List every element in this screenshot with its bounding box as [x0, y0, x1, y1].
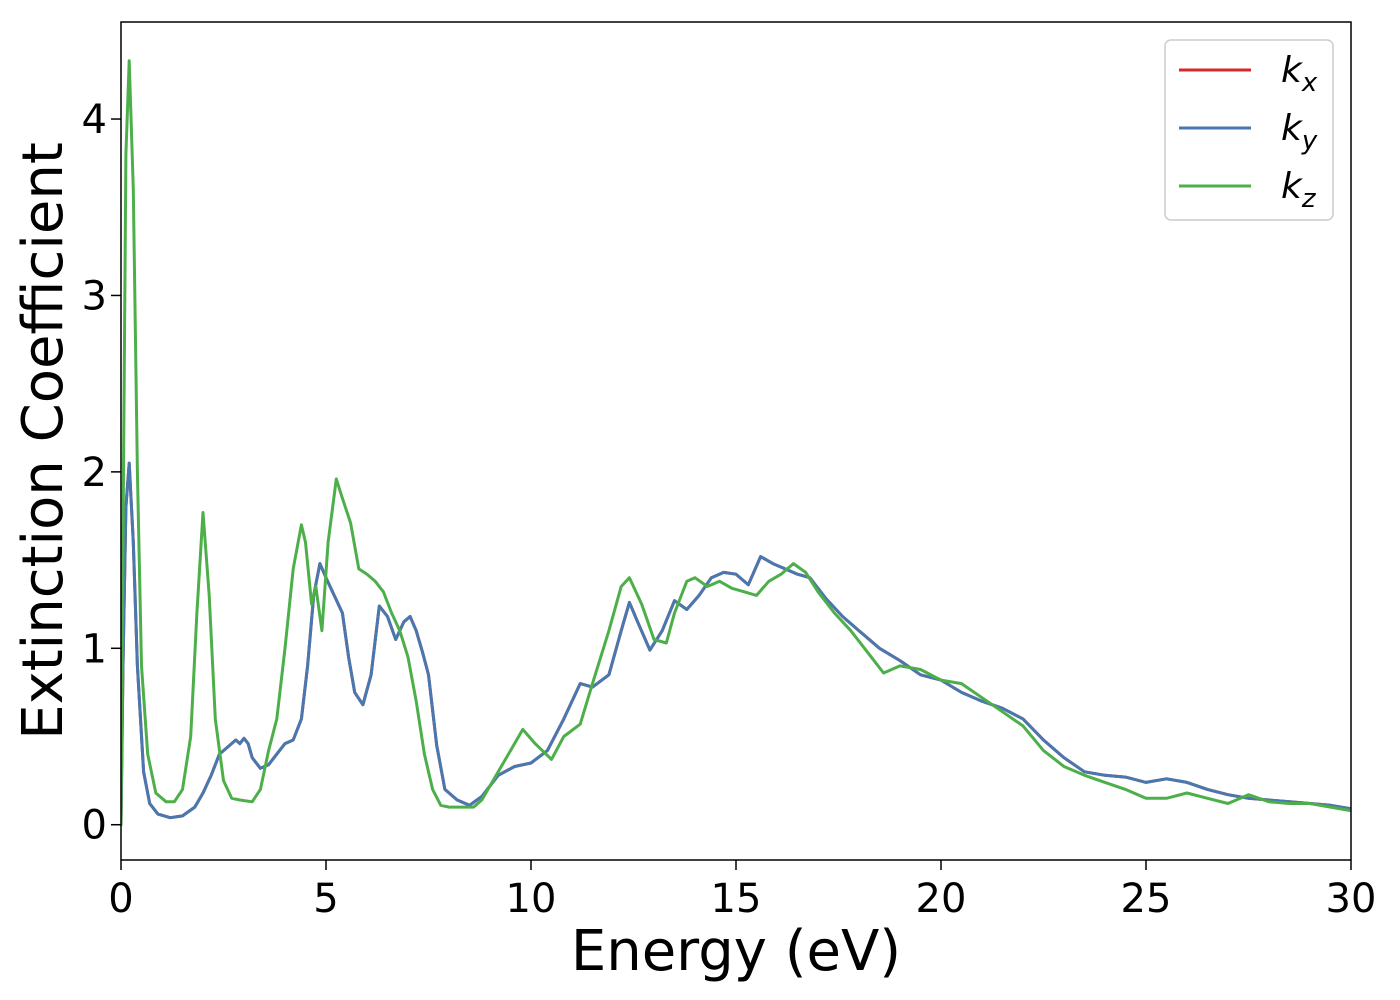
y-tick-label: 1 [82, 626, 107, 672]
y-axis-title: Extinction Coefficient [11, 142, 76, 740]
x-tick-label: 25 [1121, 876, 1172, 922]
legend-label: kz [1281, 166, 1317, 214]
series-layer [121, 59, 1351, 827]
legend-item-k-x: kx [1179, 50, 1318, 98]
x-axis-title: Energy (eV) [571, 919, 901, 984]
x-tick-label: 20 [916, 876, 967, 922]
y-axis: 0 1 2 3 4 [82, 97, 121, 849]
legend-item-k-z: kz [1179, 166, 1317, 214]
series-line-k-z [121, 59, 1351, 827]
x-axis: 0 5 10 15 20 25 30 [108, 860, 1376, 922]
series-line-k-x [121, 461, 1351, 827]
x-tick-label: 15 [711, 876, 762, 922]
y-tick-label: 2 [82, 450, 107, 496]
y-tick-label: 0 [82, 803, 107, 849]
legend-item-k-y: ky [1179, 108, 1318, 156]
legend-label: ky [1281, 108, 1318, 156]
legend: kx ky kz [1164, 39, 1334, 221]
y-tick-label: 3 [82, 273, 107, 319]
x-tick-label: 0 [108, 876, 133, 922]
legend-label: kx [1281, 50, 1318, 98]
legend-box [1164, 39, 1334, 221]
x-tick-label: 10 [506, 876, 557, 922]
series-line-k-y [121, 461, 1351, 827]
x-tick-label: 30 [1326, 876, 1377, 922]
y-tick-label: 4 [82, 97, 107, 143]
x-tick-label: 5 [313, 876, 338, 922]
